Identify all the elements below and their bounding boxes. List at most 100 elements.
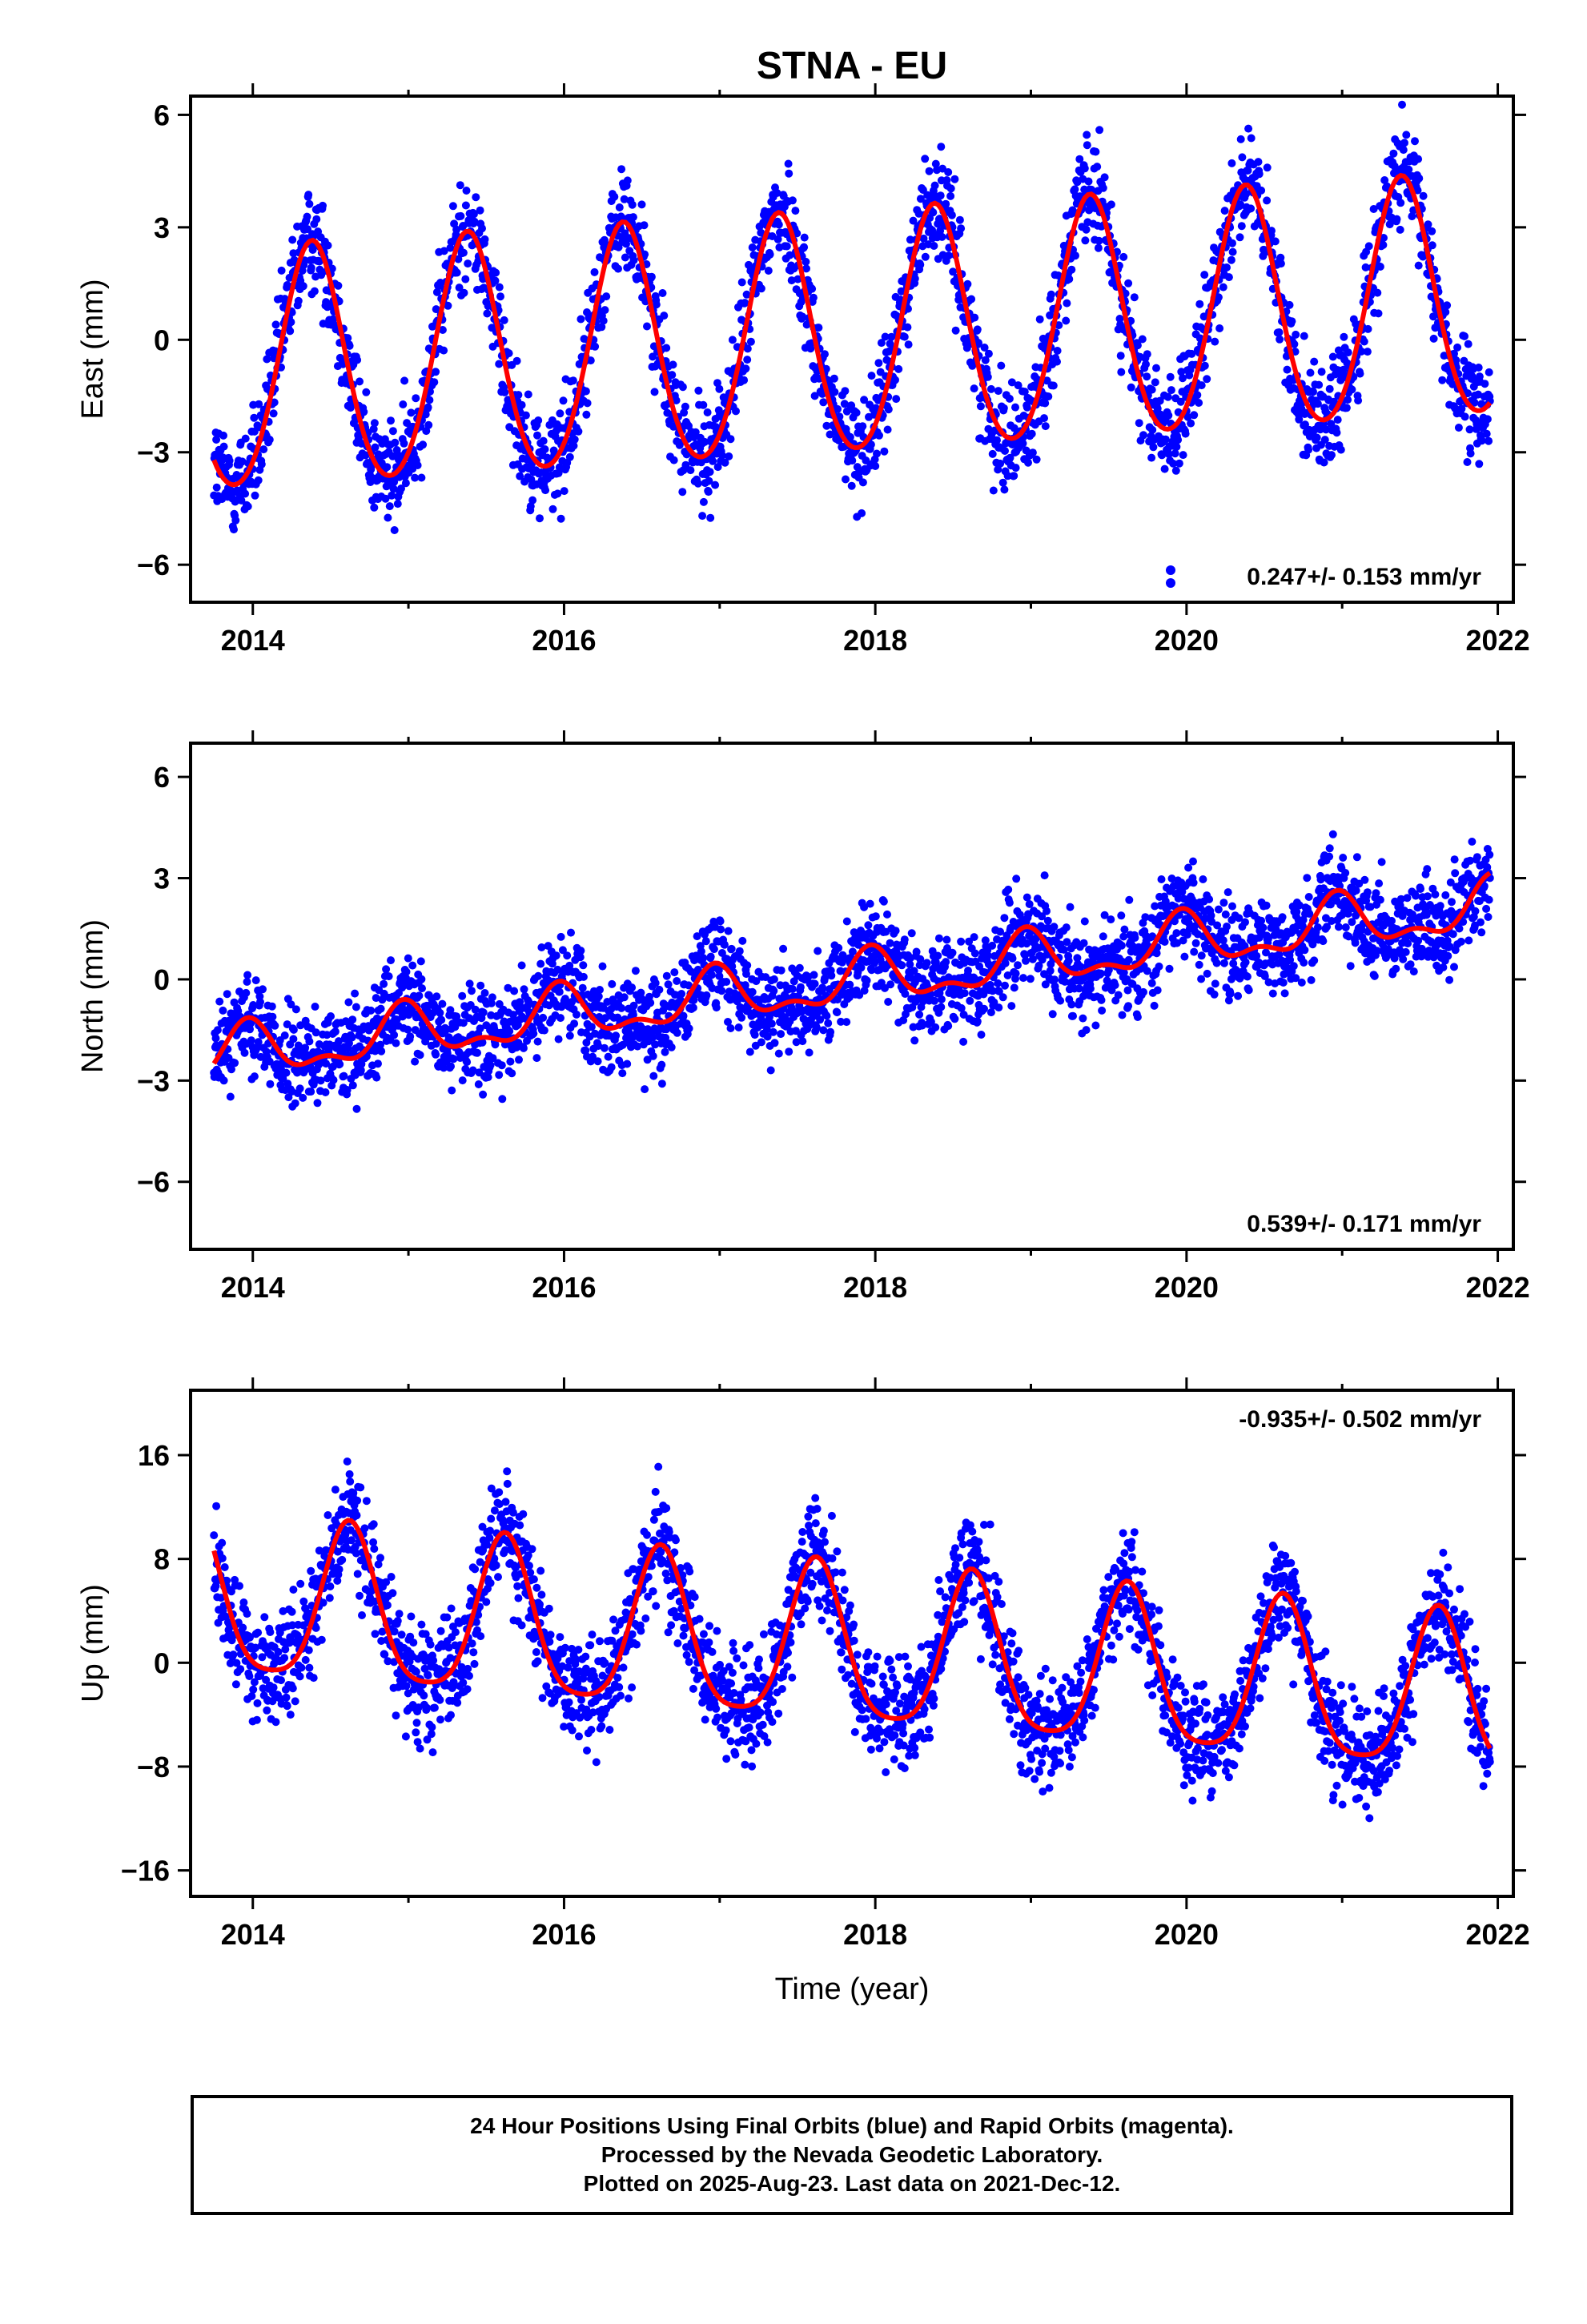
north-data-point <box>1157 875 1166 883</box>
east-data-point <box>1357 347 1366 356</box>
north-data-point <box>679 1011 688 1020</box>
east-data-point <box>1452 356 1460 364</box>
north-data-point <box>1165 964 1174 973</box>
north-data-point <box>779 944 788 953</box>
east-data-point <box>1483 415 1492 424</box>
east-scatter-points <box>210 100 1494 534</box>
east-data-point <box>1485 436 1493 445</box>
north-scatter-points <box>210 830 1494 1113</box>
east-data-point <box>858 478 867 487</box>
north-data-point <box>994 979 1002 987</box>
east-data-point <box>1143 372 1151 381</box>
north-data-point <box>1062 923 1071 932</box>
east-data-point <box>1041 399 1050 408</box>
east-data-point <box>574 427 583 436</box>
north-data-point <box>735 947 744 955</box>
north-data-point <box>219 1076 228 1085</box>
north-data-point <box>677 990 686 998</box>
north-data-point <box>1220 959 1228 967</box>
north-data-point <box>1038 912 1047 921</box>
east-data-point <box>1155 396 1164 405</box>
east-data-point <box>1167 386 1175 395</box>
east-data-point <box>1342 404 1351 412</box>
north-data-point <box>446 1006 455 1015</box>
east-data-point <box>1415 174 1424 183</box>
north-data-point <box>1212 959 1221 967</box>
east-data-point <box>1254 158 1263 167</box>
east-data-point <box>1310 357 1319 366</box>
east-data-point <box>438 326 447 334</box>
north-data-point <box>322 1059 331 1068</box>
north-data-point <box>1019 974 1027 983</box>
east-data-point <box>1263 163 1272 172</box>
north-data-point <box>505 1027 514 1035</box>
north-data-point <box>398 1012 407 1021</box>
north-data-point <box>981 936 990 945</box>
east-data-point <box>1268 227 1276 235</box>
east-data-point <box>1332 428 1341 437</box>
east-data-point <box>1091 147 1100 156</box>
east-data-point <box>1320 436 1329 444</box>
east-data-point <box>419 440 428 449</box>
north-data-point <box>476 1024 484 1033</box>
east-data-point <box>835 412 844 421</box>
east-data-point <box>800 243 809 251</box>
east-data-point <box>307 263 315 272</box>
north-data-point <box>404 1025 412 1034</box>
north-data-point <box>1119 968 1128 977</box>
east-data-point <box>699 497 708 506</box>
east-data-point <box>743 356 752 364</box>
north-data-point <box>1051 975 1059 984</box>
east-data-point <box>1083 131 1091 139</box>
north-data-point <box>577 947 585 955</box>
east-data-point <box>1360 337 1368 346</box>
north-data-point <box>459 1019 468 1027</box>
north-data-point <box>1184 863 1193 872</box>
north-data-point <box>329 1076 338 1084</box>
east-data-point <box>1235 233 1244 242</box>
east-data-point <box>440 346 448 355</box>
east-data-point <box>936 191 945 200</box>
east-data-point <box>1195 300 1204 308</box>
east-data-point <box>251 491 259 500</box>
north-data-point <box>1066 903 1075 911</box>
north-data-point <box>980 1004 988 1013</box>
north-data-point <box>1152 949 1161 958</box>
north-data-point <box>1189 879 1198 887</box>
east-data-point <box>669 360 677 369</box>
north-data-point <box>1097 995 1106 1004</box>
east-data-point <box>1429 312 1437 321</box>
north-data-point <box>1173 939 1181 947</box>
north-data-point <box>416 1051 424 1059</box>
east-data-point <box>294 296 303 305</box>
east-data-point <box>705 476 713 485</box>
east-data-point <box>430 378 439 387</box>
east-data-point <box>1147 453 1156 462</box>
north-data-point <box>646 999 655 1007</box>
north-data-point <box>934 951 942 960</box>
east-data-point <box>432 305 440 314</box>
north-data-point <box>737 1013 746 1022</box>
north-data-point <box>822 1011 831 1020</box>
east-data-point <box>225 456 234 465</box>
north-data-point <box>1014 961 1022 970</box>
north-data-point <box>994 987 1003 995</box>
north-data-point <box>567 928 575 937</box>
north-data-point <box>1079 1014 1087 1023</box>
figure-title: STNA - EU <box>757 45 947 87</box>
east-data-point <box>848 456 857 465</box>
east-data-point <box>623 176 632 185</box>
east-data-point <box>270 398 279 407</box>
north-data-point <box>857 963 866 972</box>
north-data-point <box>1264 935 1272 943</box>
east-data-point <box>1317 368 1326 376</box>
north-data-point <box>537 943 546 951</box>
east-data-point <box>286 327 295 336</box>
east-data-point <box>874 359 883 368</box>
east-data-point <box>556 514 565 523</box>
east-data-point <box>1032 455 1041 464</box>
east-data-point <box>1482 429 1491 438</box>
east-data-point <box>1010 472 1018 480</box>
east-data-point <box>556 409 564 418</box>
east-data-point <box>1148 425 1157 434</box>
